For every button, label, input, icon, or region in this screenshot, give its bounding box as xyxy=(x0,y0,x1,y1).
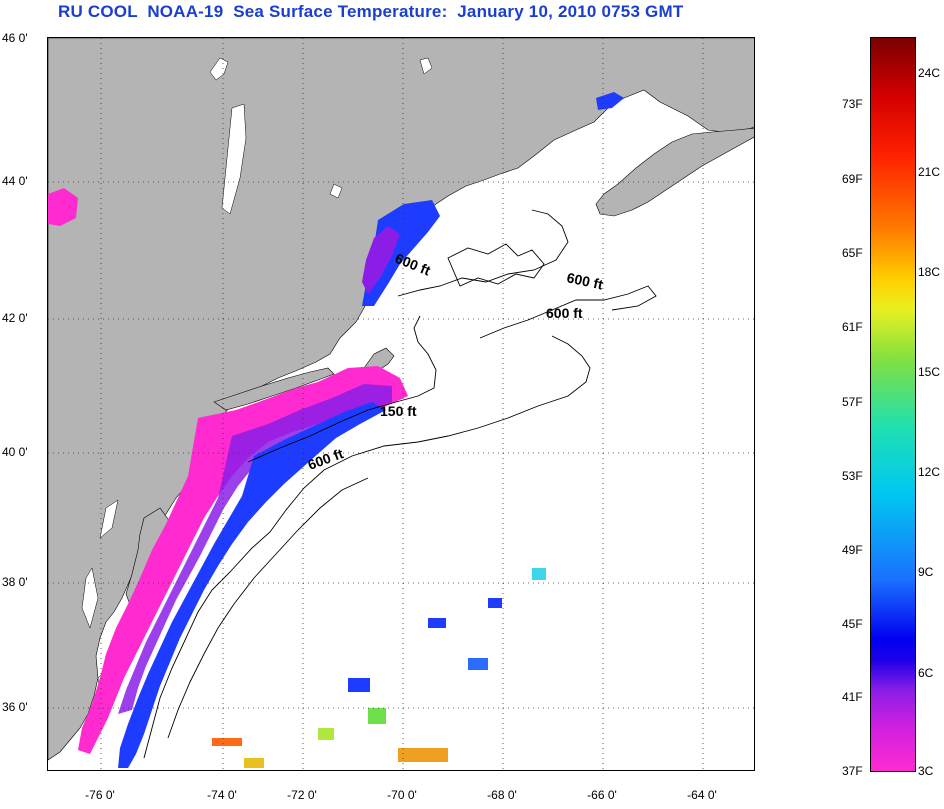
contour-shelf-inner xyxy=(167,477,369,739)
cb-label-65f: 65F xyxy=(842,246,863,260)
contour-label-600-georges: 600 ft xyxy=(546,305,583,321)
lat-label-40: 40 0' xyxy=(2,445,28,459)
cb-label-57f: 57F xyxy=(842,395,863,409)
cb-label-41f: 41F xyxy=(842,690,863,704)
lon-label-66: -66 0' xyxy=(587,788,617,802)
cb-label-24c: 24C xyxy=(918,66,941,80)
patch-6 xyxy=(318,728,334,740)
map-title: RU COOL NOAA-19 Sea Surface Temperature:… xyxy=(58,2,684,21)
bathymetry-contours xyxy=(143,209,657,759)
cb-label-15c: 15C xyxy=(918,365,941,379)
cb-label-37f: 37F xyxy=(842,764,863,778)
cb-label-45f: 45F xyxy=(842,617,863,631)
lon-label-72: -72 0' xyxy=(287,788,317,802)
patch-4 xyxy=(212,738,242,746)
patch-8 xyxy=(468,658,488,670)
lake-2 xyxy=(221,103,247,215)
land-masses xyxy=(48,38,754,761)
contour-150 xyxy=(247,315,437,463)
sst-coastal-band xyxy=(48,92,624,768)
lat-lon-grid xyxy=(48,38,754,770)
lon-label-76: -76 0' xyxy=(85,788,115,802)
lat-label-46: 46 0' xyxy=(2,31,28,45)
patch-7 xyxy=(428,618,446,628)
contour-600-georges xyxy=(479,285,657,339)
sst-lake-pink xyxy=(48,188,78,226)
sst-purple-band xyxy=(118,384,392,714)
patch-1 xyxy=(532,568,546,580)
contour-600-gulf xyxy=(397,209,569,297)
sst-map[interactable]: 600 ft 600 ft 600 ft 150 ft 600 ft xyxy=(47,37,755,771)
lat-label-36: 36 0' xyxy=(2,700,28,714)
patch-9 xyxy=(488,598,502,608)
lon-label-64: -64 0' xyxy=(687,788,717,802)
patch-10 xyxy=(244,758,264,768)
lake-4 xyxy=(329,183,343,199)
contour-label-600-gulf: 600 ft xyxy=(393,250,433,279)
patch-2 xyxy=(348,678,370,692)
lon-label-70: -70 0' xyxy=(387,788,417,802)
cb-label-53f: 53F xyxy=(842,469,863,483)
lat-label-42: 42 0' xyxy=(2,311,28,325)
lake-1 xyxy=(209,57,229,81)
sst-gulf-maine-purple xyxy=(362,226,400,294)
cb-label-18c: 18C xyxy=(918,265,941,279)
contour-gulf-detail xyxy=(447,243,545,287)
contour-label-600-east: 600 ft xyxy=(565,269,604,292)
sst-offshore-patches xyxy=(212,568,546,768)
cb-label-49f: 49F xyxy=(842,543,863,557)
cb-label-9c: 9C xyxy=(918,565,934,579)
lake-3 xyxy=(419,57,433,75)
land-nova-scotia xyxy=(595,127,754,217)
patch-5 xyxy=(398,748,448,762)
sst-bay-fundy-blue xyxy=(596,92,624,110)
lat-label-38: 38 0' xyxy=(2,575,28,589)
sst-blue-band xyxy=(118,402,386,768)
cb-label-6c: 6C xyxy=(918,666,934,680)
land-long-island xyxy=(213,367,335,411)
land-mainland xyxy=(48,38,754,761)
contour-600-shelf xyxy=(143,335,591,759)
cb-label-69f: 69F xyxy=(842,172,863,186)
temperature-colorbar xyxy=(870,37,916,772)
contour-label-150: 150 ft xyxy=(380,403,417,419)
cb-label-12c: 12C xyxy=(918,465,941,479)
cb-label-21c: 21C xyxy=(918,165,941,179)
patch-3 xyxy=(368,708,386,724)
map-canvas: 600 ft 600 ft 600 ft 150 ft 600 ft xyxy=(48,38,754,770)
sst-gulf-maine-blue xyxy=(362,200,440,306)
lake-5 xyxy=(99,499,119,539)
cb-label-3c: 3C xyxy=(918,764,934,778)
cb-label-61f: 61F xyxy=(842,320,863,334)
cb-label-73f: 73F xyxy=(842,97,863,111)
lon-label-68: -68 0' xyxy=(487,788,517,802)
lon-label-74: -74 0' xyxy=(207,788,237,802)
lat-label-44: 44 0' xyxy=(2,174,28,188)
